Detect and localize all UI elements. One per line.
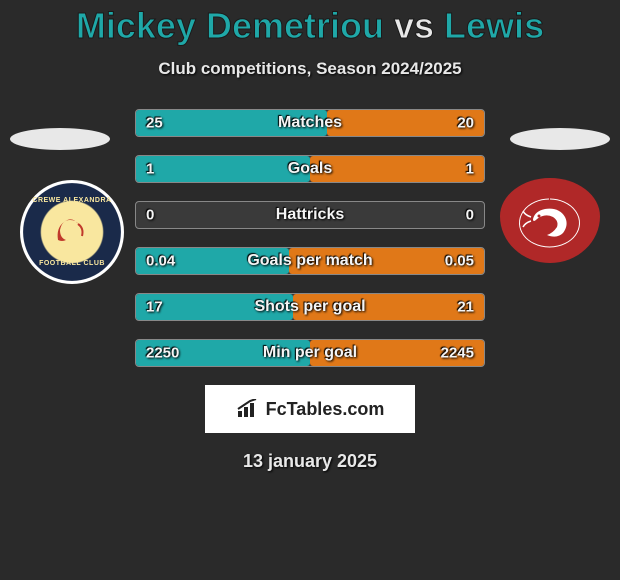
stat-bar-left: [136, 156, 310, 182]
badge-ring-text-top: CREWE ALEXANDRA: [32, 197, 111, 204]
branding-text: FcTables.com: [266, 399, 385, 420]
stat-value-left: 2250: [146, 345, 179, 362]
stat-value-right: 0.05: [445, 253, 474, 270]
stat-value-right: 21: [457, 299, 474, 316]
stat-value-right: 0: [466, 207, 474, 224]
badge-crest-icon: [47, 207, 97, 257]
stat-value-right: 20: [457, 115, 474, 132]
player-1-name: Mickey Demetriou: [76, 5, 384, 46]
stat-row: 25 20 Matches: [135, 109, 485, 137]
stat-row: 0 0 Hattricks: [135, 201, 485, 229]
stat-row: 1 1 Goals: [135, 155, 485, 183]
stat-value-right: 2245: [441, 345, 474, 362]
stat-value-left: 0.04: [146, 253, 175, 270]
branding-box: FcTables.com: [205, 385, 415, 433]
stat-value-left: 25: [146, 115, 163, 132]
stat-bar-right: [310, 156, 484, 182]
stat-label: Hattricks: [276, 206, 344, 224]
page-title: Mickey Demetriou vs Lewis: [0, 0, 620, 47]
stat-label: Min per goal: [263, 344, 357, 362]
stat-label: Shots per goal: [254, 298, 365, 316]
stat-value-right: 1: [466, 161, 474, 178]
stat-value-left: 1: [146, 161, 154, 178]
stat-row: 2250 2245 Min per goal: [135, 339, 485, 367]
date-text: 13 january 2025: [0, 451, 620, 472]
subtitle: Club competitions, Season 2024/2025: [0, 59, 620, 79]
club-badge-right: [500, 178, 600, 263]
shrimp-icon: [515, 191, 585, 251]
stats-table: 25 20 Matches 1 1 Goals 0 0 Hattricks 0.04 0.05 Goa…: [135, 109, 485, 367]
stat-row: 17 21 Shots per goal: [135, 293, 485, 321]
stat-value-left: 17: [146, 299, 163, 316]
player-2-name-pill: [510, 128, 610, 150]
player-1-name-pill: [10, 128, 110, 150]
player-2-name: Lewis: [444, 5, 544, 46]
vs-separator: vs: [384, 5, 444, 46]
stat-label: Goals per match: [247, 252, 372, 270]
stat-value-left: 0: [146, 207, 154, 224]
badge-ring-text-bottom: FOOTBALL CLUB: [39, 260, 105, 267]
stat-label: Matches: [278, 114, 342, 132]
branding-chart-icon: [236, 399, 260, 419]
stat-label: Goals: [288, 160, 332, 178]
stat-row: 0.04 0.05 Goals per match: [135, 247, 485, 275]
club-badge-left: CREWE ALEXANDRA FOOTBALL CLUB: [20, 180, 124, 284]
